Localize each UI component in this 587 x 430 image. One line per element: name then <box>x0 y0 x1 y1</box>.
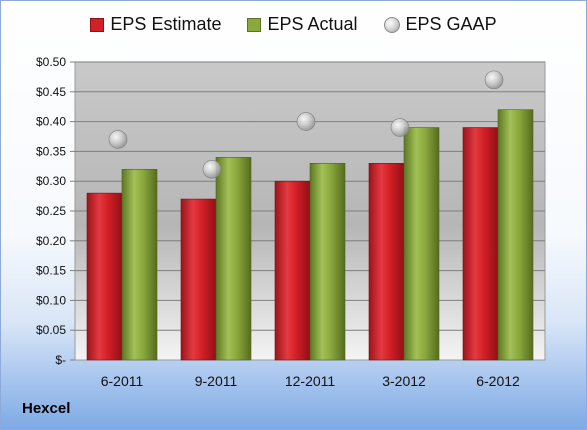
bar-eps-actual <box>215 157 252 361</box>
y-tick-label: $0.50 <box>36 55 66 69</box>
legend-item-eps-gaap: EPS GAAP <box>383 14 497 35</box>
y-tick-label: $- <box>55 353 66 367</box>
bar-eps-actual <box>309 163 346 361</box>
y-tick-label: $0.35 <box>36 144 66 158</box>
legend-swatch-eps-actual <box>247 17 262 32</box>
y-axis-labels: $- $0.05 $0.10 $0.15 $0.20 $0.25 $0.30 $0.35 $0.… <box>36 55 66 367</box>
x-tick-label: 6-2012 <box>476 373 520 389</box>
point-eps-gaap <box>202 159 222 179</box>
y-tick-label: $0.30 <box>36 174 66 188</box>
point-eps-gaap <box>390 118 410 137</box>
chart-legend: EPS Estimate EPS Actual EPS GAAP <box>0 14 587 35</box>
legend-item-eps-estimate: EPS Estimate <box>90 14 221 35</box>
bar-eps-actual <box>403 127 440 361</box>
gaap-points <box>108 70 504 179</box>
legend-item-eps-actual: EPS Actual <box>247 14 358 35</box>
y-tick-label: $0.25 <box>36 204 66 218</box>
y-tick-label: $0.40 <box>36 115 66 129</box>
point-eps-gaap <box>296 112 316 131</box>
bars <box>86 109 534 361</box>
point-eps-gaap <box>108 130 128 149</box>
bar-eps-estimate <box>180 198 217 361</box>
legend-swatch-eps-estimate <box>90 17 105 32</box>
legend-label-eps-actual: EPS Actual <box>267 14 358 34</box>
y-tick-label: $0.20 <box>36 234 66 248</box>
point-eps-gaap <box>484 70 504 90</box>
x-axis-labels: 6-2011 9-2011 12-2011 3-2012 6-2012 <box>101 373 520 389</box>
y-tick-label: $0.05 <box>36 323 66 337</box>
x-tick-label: 12-2011 <box>285 373 336 389</box>
legend-label-eps-gaap: EPS GAAP <box>405 14 497 34</box>
x-tick-label: 6-2011 <box>101 373 144 389</box>
legend-swatch-eps-gaap <box>383 16 400 33</box>
y-tick-label: $0.10 <box>36 293 66 307</box>
x-tick-label: 9-2011 <box>195 373 238 389</box>
bar-eps-estimate <box>274 180 311 361</box>
chart-title: Hexcel <box>22 400 71 417</box>
bar-eps-actual <box>497 109 534 361</box>
y-tick-label: $0.15 <box>36 264 66 278</box>
bar-eps-actual <box>121 168 158 361</box>
legend-label-eps-estimate: EPS Estimate <box>110 14 222 34</box>
bar-eps-estimate <box>86 192 123 361</box>
bar-eps-estimate <box>462 127 499 361</box>
y-tick-label: $0.45 <box>36 85 66 99</box>
bar-eps-estimate <box>368 163 405 361</box>
x-tick-label: 3-2012 <box>382 373 426 389</box>
